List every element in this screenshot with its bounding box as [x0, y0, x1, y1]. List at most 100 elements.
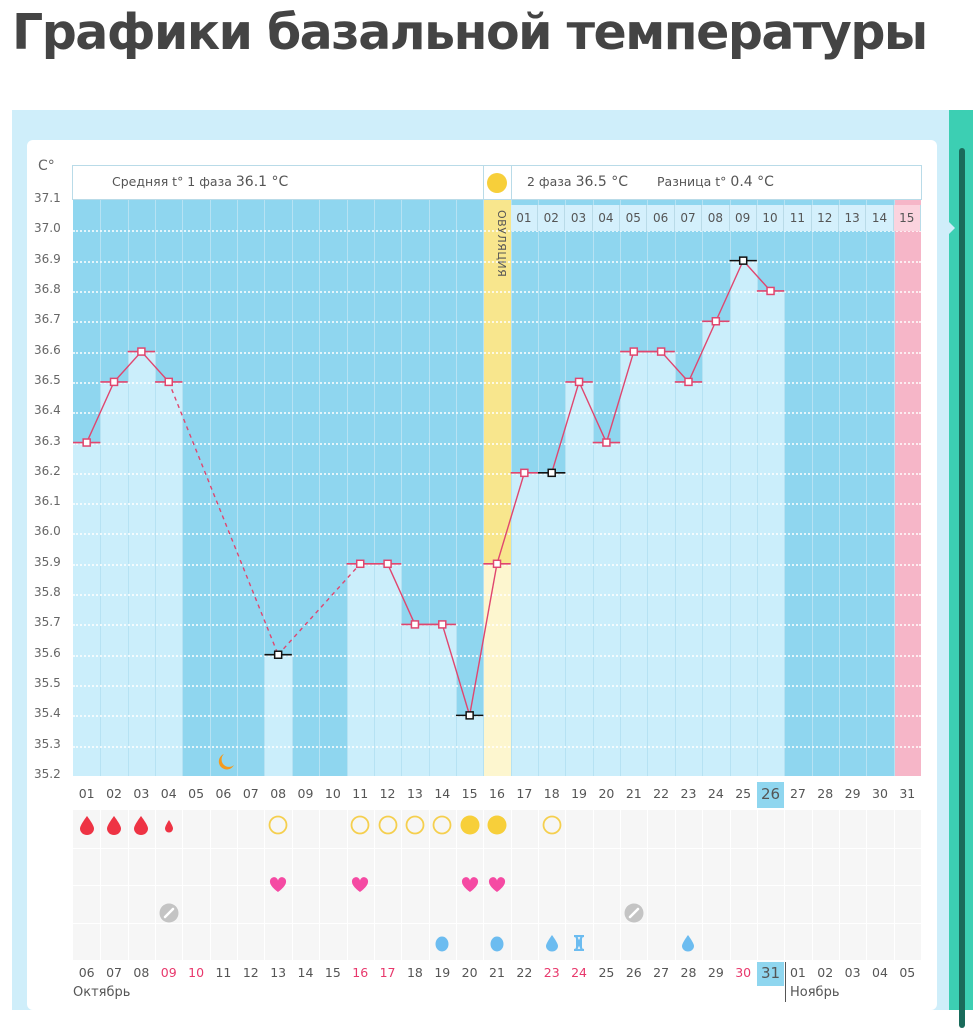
day-number[interactable]: 13 [406, 786, 423, 801]
day-number[interactable]: 23 [680, 786, 697, 801]
date-cell[interactable]: 02 [817, 965, 834, 980]
heart-icon[interactable] [461, 877, 479, 893]
day-number[interactable]: 09 [297, 786, 314, 801]
plot-area[interactable] [73, 200, 921, 776]
day-number[interactable]: 14 [434, 786, 451, 801]
day-number[interactable]: 25 [735, 786, 752, 801]
grid-col-divider [483, 810, 485, 960]
egg-icon[interactable] [435, 934, 449, 952]
blood-drop-icon[interactable] [106, 815, 122, 835]
column-divider [127, 200, 129, 776]
date-cell[interactable]: 07 [106, 965, 122, 980]
date-cell[interactable]: 08 [133, 965, 150, 980]
date-cell[interactable]: 15 [324, 965, 341, 980]
scroll-handle[interactable] [959, 148, 965, 1028]
day-number[interactable]: 22 [653, 786, 670, 801]
date-cell[interactable]: 13 [270, 965, 287, 980]
date-cell[interactable]: 24 [571, 965, 587, 980]
day-number[interactable]: 30 [872, 786, 888, 801]
day-number[interactable]: 24 [707, 786, 724, 801]
day-number[interactable]: 11 [352, 786, 369, 801]
date-cell[interactable]: 09 [160, 965, 177, 980]
date-cell[interactable]: 29 [707, 965, 724, 980]
symptom-grid[interactable] [73, 810, 921, 960]
day-number[interactable]: 02 [106, 786, 122, 801]
day-number[interactable]: 28 [817, 786, 834, 801]
pill-icon[interactable] [624, 903, 644, 923]
y-tick-label: 36.7 [34, 312, 61, 327]
cycle-day-cell: 13 [838, 205, 867, 231]
day-number[interactable]: 06 [215, 786, 232, 801]
day-number[interactable]: 19 [571, 786, 587, 801]
date-cell[interactable]: 25 [598, 965, 615, 980]
date-cell[interactable]: 06 [78, 965, 95, 980]
date-cell[interactable]: 05 [899, 965, 916, 980]
date-cell[interactable]: 20 [461, 965, 478, 980]
day-number[interactable]: 05 [188, 786, 205, 801]
blood-drop-icon[interactable] [133, 815, 149, 835]
cycle-day-cell: 05 [620, 205, 648, 231]
heart-icon[interactable] [269, 877, 287, 893]
day-number[interactable]: 31 [899, 786, 916, 801]
y-tick-label: 36.4 [34, 403, 61, 418]
water-drop-icon[interactable] [545, 934, 559, 952]
egg-icon[interactable] [490, 934, 504, 952]
side-scrollbar[interactable] [949, 110, 973, 1028]
discharge-circle-open-icon[interactable] [405, 815, 425, 835]
day-number[interactable]: 12 [379, 786, 396, 801]
date-cell[interactable]: 10 [188, 965, 205, 980]
discharge-circle-open-icon[interactable] [378, 815, 398, 835]
discharge-circle-open-icon[interactable] [542, 815, 562, 835]
date-cell[interactable]: 27 [653, 965, 670, 980]
date-cell[interactable]: 18 [406, 965, 423, 980]
day-number[interactable]: 03 [133, 786, 150, 801]
date-cell[interactable]: 19 [434, 965, 451, 980]
hourglass-icon[interactable] [573, 934, 585, 952]
discharge-circle-filled-icon[interactable] [487, 815, 507, 835]
date-cell[interactable]: 16 [352, 965, 369, 980]
discharge-circle-open-icon[interactable] [350, 815, 370, 835]
blood-drop-small-icon[interactable] [164, 818, 174, 833]
day-number[interactable]: 08 [270, 786, 287, 801]
date-cell[interactable]: 03 [844, 965, 861, 980]
discharge-circle-open-icon[interactable] [268, 815, 288, 835]
date-cell[interactable]: 30 [735, 965, 752, 980]
column-divider [592, 200, 594, 776]
day-number[interactable]: 16 [489, 786, 505, 801]
water-drop-icon[interactable] [681, 934, 695, 952]
date-cell[interactable]: 14 [297, 965, 314, 980]
day-number[interactable]: 17 [516, 786, 533, 801]
day-number[interactable]: 27 [789, 786, 806, 801]
date-cell[interactable]: 12 [242, 965, 259, 980]
date-cell[interactable]: 17 [379, 965, 396, 980]
blood-drop-icon[interactable] [79, 815, 95, 835]
day-number[interactable]: 15 [461, 786, 478, 801]
date-cell[interactable]: 04 [872, 965, 888, 980]
day-number[interactable]: 10 [324, 786, 341, 801]
date-cell[interactable]: 01 [789, 965, 806, 980]
day-number[interactable]: 01 [78, 786, 95, 801]
day-number[interactable]: 18 [543, 786, 560, 801]
date-cell[interactable]: 26 [625, 965, 642, 980]
day-number[interactable]: 04 [160, 786, 177, 801]
date-cell[interactable]: 28 [680, 965, 697, 980]
heart-icon[interactable] [488, 877, 506, 893]
date-cell[interactable]: 22 [516, 965, 533, 980]
day-number[interactable]: 21 [625, 786, 642, 801]
date-today[interactable]: 31 [756, 962, 785, 986]
grid-line [73, 472, 921, 475]
pill-icon[interactable] [159, 903, 179, 923]
day-number-today[interactable]: 26 [756, 782, 785, 808]
grid-col-divider [838, 810, 840, 960]
y-tick-label: 35.4 [34, 706, 61, 721]
date-cell[interactable]: 11 [215, 965, 232, 980]
day-number[interactable]: 07 [242, 786, 259, 801]
discharge-circle-open-icon[interactable] [432, 815, 452, 835]
day-number[interactable]: 29 [844, 786, 861, 801]
day-number[interactable]: 20 [598, 786, 615, 801]
grid-row-divider [73, 847, 921, 849]
date-cell[interactable]: 21 [489, 965, 505, 980]
heart-icon[interactable] [351, 877, 369, 893]
discharge-circle-filled-icon[interactable] [460, 815, 480, 835]
date-cell[interactable]: 23 [543, 965, 560, 980]
